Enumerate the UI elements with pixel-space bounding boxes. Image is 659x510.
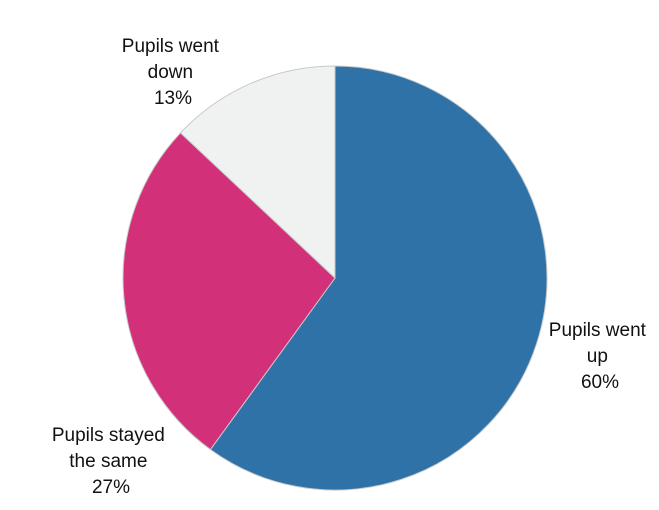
pie-slices xyxy=(122,65,548,491)
label-pupils-stayed-the-same: Pupils stayed the same 27% xyxy=(52,425,170,498)
label-pupils-went-down: Pupils went down 13% xyxy=(122,36,224,109)
pie-slice-pupils-went-down xyxy=(179,65,336,280)
label-pupils-went-up: Pupils went up 60% xyxy=(549,320,651,393)
label-up-line-1: Pupils went xyxy=(549,320,647,341)
label-same-line-1: Pupils stayed xyxy=(52,425,165,446)
label-same-line-2: the same xyxy=(69,451,147,472)
pie-slice-pupils-went-up xyxy=(209,65,548,491)
pie-slice-pupils-stayed-the-same xyxy=(122,132,336,451)
label-up-percent: 60% xyxy=(581,372,619,393)
label-down-percent: 13% xyxy=(154,88,192,109)
label-up-line-2: up xyxy=(587,346,608,367)
label-same-percent: 27% xyxy=(92,477,130,498)
label-down-line-1: Pupils went xyxy=(122,36,220,57)
label-down-line-2: down xyxy=(148,62,193,83)
